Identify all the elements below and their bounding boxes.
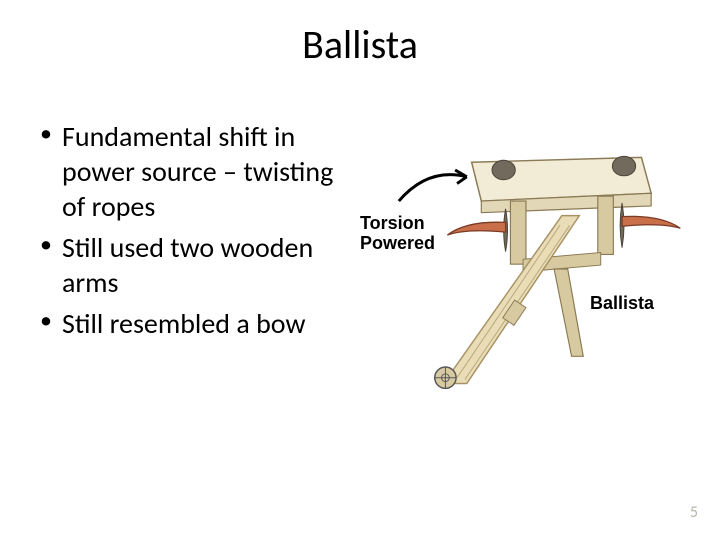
frame-right (598, 196, 614, 254)
ballista-diagram: Torsion Powered Ballista (360, 119, 690, 419)
rope-knot-right (612, 156, 635, 175)
rope-knot-left (492, 160, 515, 179)
ballista-svg (360, 119, 690, 419)
arrow-icon (399, 175, 467, 201)
arm-right (622, 216, 680, 228)
stock-groove (457, 225, 560, 377)
stand-leg (554, 269, 583, 356)
bullet-list: Fundamental shift in power source – twis… (30, 119, 350, 419)
bullet-item: Still resembled a bow (48, 306, 350, 341)
bullet-item: Fundamental shift in power source – twis… (48, 119, 350, 224)
callout-text: Ballista (590, 293, 654, 313)
bullet-item: Still used two wooden arms (48, 230, 350, 300)
content-row: Fundamental shift in power source – twis… (0, 79, 720, 419)
page-number: 5 (690, 503, 698, 522)
callout-text: Powered (360, 233, 435, 253)
frame-left (510, 201, 526, 264)
callout-torsion: Torsion Powered (360, 214, 435, 254)
slide-title: Ballista (0, 0, 720, 79)
callout-text: Torsion (360, 213, 425, 233)
callout-ballista: Ballista (590, 294, 654, 314)
arm-left (447, 222, 505, 235)
